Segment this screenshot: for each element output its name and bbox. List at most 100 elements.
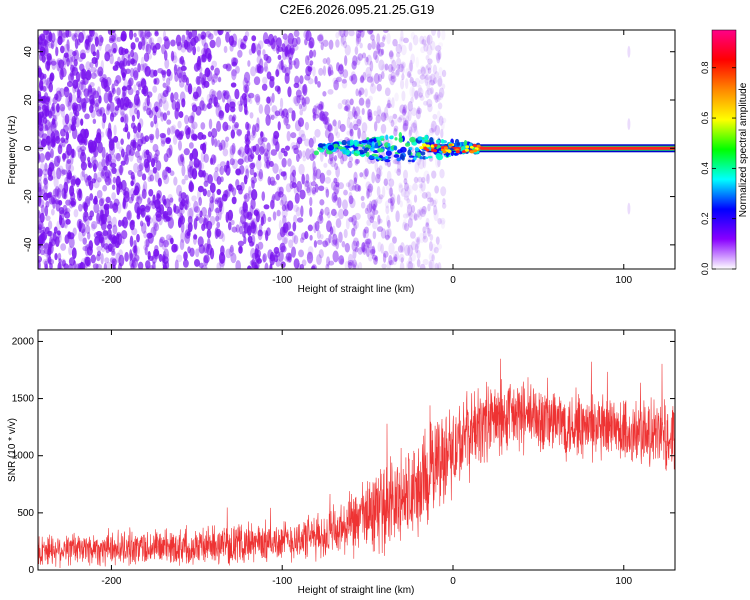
snr-y-tick-label: 500: [17, 508, 34, 519]
heatmap-noise-cell: [146, 94, 150, 107]
heatmap-noise-cell: [365, 181, 372, 190]
heatmap-noise-cell: [335, 238, 340, 250]
heatmap-noise-cell: [157, 92, 162, 105]
heatmap-noise-cell: [195, 248, 200, 258]
heatmap-noise-cell: [40, 249, 45, 256]
heatmap-noise-cell: [327, 157, 334, 165]
heatmap-noise-cell: [419, 78, 425, 85]
heatmap-noise-cell: [404, 182, 409, 192]
heatmap-noise-cell: [395, 43, 403, 54]
heatmap-noise-cell: [291, 182, 297, 189]
heatmap-noise-cell: [211, 191, 215, 203]
heatmap-noise-cell: [111, 83, 115, 93]
heatmap-noise-cell: [181, 164, 186, 177]
heatmap-noise-cell: [171, 243, 178, 253]
heatmap-noise-cell: [104, 169, 111, 179]
heatmap-noise-cell: [372, 203, 377, 212]
heatmap-noise-cell: [408, 256, 413, 264]
heatmap-noise-cell: [161, 44, 166, 55]
heatmap-noise-cell: [441, 69, 447, 78]
heatmap-noise-cell: [120, 236, 125, 245]
heatmap-noise-cell: [341, 78, 347, 84]
heatmap-noise-cell: [83, 88, 90, 98]
heatmap-signal-cell: [339, 148, 347, 152]
snr-background: [38, 330, 675, 570]
heatmap-noise-cell: [390, 203, 395, 210]
heatmap-noise-cell: [277, 86, 281, 95]
heatmap-noise-cell: [388, 178, 395, 188]
heatmap-noise-cell: [342, 69, 349, 79]
heatmap-signal-peak: [476, 144, 481, 148]
heatmap-noise-cell: [349, 75, 354, 82]
heatmap-noise-cell: [349, 98, 354, 106]
heatmap-noise-cell: [355, 158, 360, 165]
heatmap-noise-cell: [325, 263, 330, 269]
heatmap-noise-cell: [207, 207, 212, 218]
heatmap-noise-cell: [213, 170, 219, 182]
heatmap-noise-cell: [234, 122, 239, 129]
heatmap-noise-cell: [152, 194, 156, 204]
heatmap-signal-cell: [385, 134, 389, 141]
heatmap-noise-cell: [441, 83, 446, 90]
heatmap-noise-cell: [304, 180, 310, 188]
heatmap-noise-cell: [45, 35, 52, 44]
heatmap-noise-cell: [38, 141, 41, 148]
heatmap-noise-cell: [254, 143, 260, 156]
heatmap-noise-cell: [414, 237, 420, 243]
heatmap-noise-cell: [384, 106, 389, 119]
heatmap-noise-cell: [426, 34, 431, 46]
heatmap-noise-cell: [413, 119, 418, 131]
heatmap-noise-cell: [281, 209, 288, 218]
heatmap-noise-cell: [244, 109, 249, 116]
heatmap-noise-cell: [106, 223, 113, 230]
heatmap-noise-cell: [362, 247, 367, 254]
heatmap-noise-cell: [392, 113, 398, 119]
heatmap-noise-cell: [118, 46, 124, 56]
heatmap-noise-cell: [97, 161, 103, 172]
heatmap-noise-cell: [74, 117, 80, 128]
heatmap-noise-cell: [407, 212, 413, 219]
heatmap-noise-cell: [225, 248, 232, 259]
heatmap-noise-cell: [177, 120, 182, 129]
heatmap-noise-cell: [162, 82, 167, 88]
heatmap-noise-cell: [249, 98, 253, 105]
heatmap-noise-cell: [437, 77, 443, 87]
heatmap-noise-cell: [426, 44, 433, 56]
heatmap-noise-cell: [327, 123, 333, 132]
heatmap-noise-cell: [160, 92, 165, 99]
heatmap-noise-cell: [152, 50, 157, 56]
heatmap-noise-cell: [166, 68, 172, 77]
heatmap-noise-cell: [85, 69, 92, 81]
heatmap-noise-cell: [419, 35, 425, 45]
heatmap-noise-cell: [101, 157, 106, 168]
heatmap-noise-cell: [283, 116, 289, 126]
heatmap-noise-cell: [181, 74, 188, 83]
heatmap-noise-cell: [363, 229, 370, 239]
heatmap-noise-cell: [428, 252, 434, 261]
heatmap-signal-peak: [464, 148, 469, 152]
heatmap-signal-cell: [393, 145, 398, 151]
heatmap-noise-cell: [272, 211, 277, 221]
heatmap-noise-cell: [54, 155, 61, 167]
heatmap-noise-cell: [427, 203, 431, 212]
heatmap-noise-cell: [269, 79, 275, 89]
heatmap-noise-cell: [335, 197, 339, 206]
heatmap-noise-cell: [317, 103, 323, 111]
heatmap-noise-cell: [439, 217, 446, 225]
heatmap-noise-cell: [376, 109, 383, 117]
heatmap-noise-cell: [376, 33, 381, 45]
heatmap-noise-cell: [337, 182, 345, 190]
heatmap-noise-cell: [366, 76, 374, 83]
heatmap-noise-cell: [67, 96, 72, 107]
heatmap-noise-cell: [358, 87, 365, 96]
heatmap-noise-cell: [179, 201, 185, 211]
heatmap-noise-cell: [422, 258, 429, 266]
heatmap-noise-cell: [175, 101, 181, 112]
heatmap-noise-cell: [314, 75, 318, 85]
heatmap-noise-cell: [182, 259, 189, 268]
heatmap-noise-cell: [120, 62, 125, 75]
heatmap-noise-cell: [173, 176, 178, 186]
heatmap-noise-cell: [206, 94, 211, 103]
heatmap-noise-cell: [252, 145, 257, 152]
heatmap-noise-cell: [350, 71, 356, 81]
